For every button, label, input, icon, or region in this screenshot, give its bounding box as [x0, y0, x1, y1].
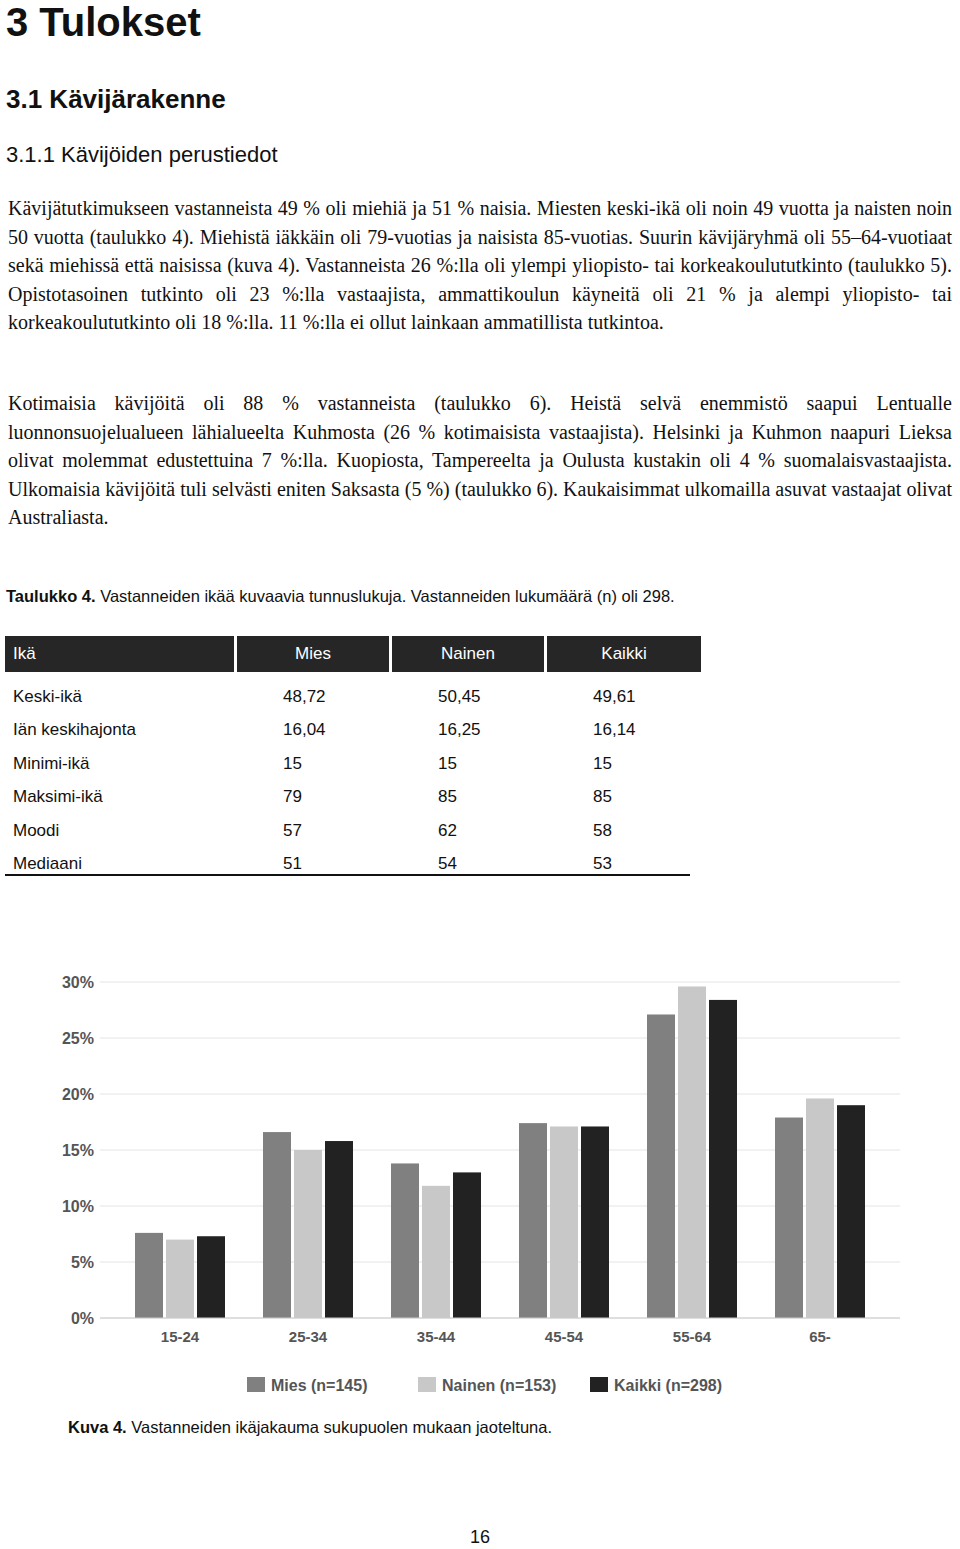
- bar: [775, 1118, 803, 1318]
- table-caption: Taulukko 4. Vastanneiden ikää kuvaavia t…: [6, 586, 706, 607]
- tick-label: 30%: [62, 974, 94, 991]
- bar: [581, 1126, 609, 1318]
- table-cell: 85: [547, 781, 701, 815]
- table-cell: Moodi: [5, 814, 234, 848]
- figure-caption: Kuva 4. Vastanneiden ikäjakauma sukupuol…: [68, 1418, 552, 1437]
- table-cell: 16,25: [392, 714, 544, 748]
- heading: 3.1.1 Kävijöiden perustiedot: [6, 142, 278, 168]
- chart: 0% 5% 10% 15% 20% 25% 30% 15-24 25-34 35-44 45-54 5…: [0, 960, 960, 1410]
- table-cell: 15: [392, 747, 544, 781]
- bar: [519, 1123, 547, 1318]
- tick-label: 15%: [62, 1142, 94, 1159]
- grid-line: [100, 1094, 900, 1095]
- category-label: 25-34: [289, 1328, 328, 1345]
- legend-swatch: [418, 1377, 436, 1392]
- legend-swatch: [590, 1377, 608, 1392]
- table-head: IkäMiesNainenKaikki: [5, 636, 701, 672]
- bar: [135, 1233, 163, 1318]
- grid-line: [100, 1038, 900, 1039]
- header-cell: Mies: [237, 636, 389, 672]
- legend-swatch: [247, 1377, 265, 1392]
- bar: [166, 1240, 194, 1318]
- table: IkäMiesNainenKaikkiKeski-ikä48,7250,4549…: [2, 636, 704, 881]
- table-cell: Iän keskihajonta: [5, 714, 234, 748]
- bar: [647, 1014, 675, 1318]
- grid-line: [100, 982, 900, 983]
- table-row: Iän keskihajonta16,0416,2516,14: [5, 714, 701, 748]
- x-axis: [100, 1318, 900, 1319]
- bar: [294, 1150, 322, 1318]
- header-row: IkäMiesNainenKaikki: [5, 636, 701, 672]
- bar: [325, 1141, 353, 1318]
- bar: [709, 1000, 737, 1318]
- category-label: 55-64: [673, 1328, 712, 1345]
- bar: [422, 1186, 450, 1318]
- bar: [550, 1126, 578, 1318]
- legend-label: Mies (n=145): [271, 1377, 367, 1394]
- table-cell: Minimi-ikä: [5, 747, 234, 781]
- bar: [263, 1132, 291, 1318]
- table-row: Moodi576258: [5, 814, 701, 848]
- bar: [391, 1163, 419, 1318]
- header-cell: Kaikki: [547, 636, 701, 672]
- header-cell: Ikä: [5, 636, 234, 672]
- table-cell: 58: [547, 814, 701, 848]
- caption-text: Vastanneiden ikäjakauma sukupuolen mukaa…: [131, 1418, 552, 1436]
- table-cell: 50,45: [392, 672, 544, 714]
- bar: [453, 1172, 481, 1318]
- table-row: Maksimi-ikä798585: [5, 781, 701, 815]
- category-label: 65-: [809, 1328, 831, 1345]
- table-row: Keski-ikä48,7250,4549,61: [5, 672, 701, 714]
- bar: [678, 986, 706, 1318]
- heading: 3.1 Kävijärakenne: [6, 84, 226, 115]
- table-cell: 15: [547, 747, 701, 781]
- tick-label: 5%: [71, 1254, 94, 1271]
- header-cell: Nainen: [392, 636, 544, 672]
- table-cell: 16,04: [237, 714, 389, 748]
- legend-label: Kaikki (n=298): [614, 1377, 722, 1394]
- table-cell: 49,61: [547, 672, 701, 714]
- table-cell: 62: [392, 814, 544, 848]
- bar: [837, 1105, 865, 1318]
- table-cell: Keski-ikä: [5, 672, 234, 714]
- legend-label: Nainen (n=153): [442, 1377, 556, 1394]
- category-label: 15-24: [161, 1328, 200, 1345]
- heading: 3 Tulokset: [6, 0, 201, 45]
- paragraph: Kävijätutkimukseen vastanneista 49 % oli…: [8, 194, 952, 337]
- grid-line: [100, 1318, 900, 1319]
- table-cell: 57: [237, 814, 389, 848]
- paragraph: Kotimaisia kävijöitä oli 88 % vastanneis…: [8, 389, 952, 532]
- tick-label: 10%: [62, 1198, 94, 1215]
- bar: [197, 1236, 225, 1318]
- category-label: 45-54: [545, 1328, 584, 1345]
- table-cell: 48,72: [237, 672, 389, 714]
- table-wrap: IkäMiesNainenKaikkiKeski-ikä48,7250,4549…: [2, 636, 704, 881]
- caption-label: Taulukko 4.: [6, 587, 96, 605]
- table-cell: Maksimi-ikä: [5, 781, 234, 815]
- bar: [806, 1098, 834, 1318]
- table-cell: 85: [392, 781, 544, 815]
- bars: [135, 986, 865, 1318]
- table-cell: 79: [237, 781, 389, 815]
- caption-label: Kuva 4.: [68, 1418, 127, 1436]
- category-label: 35-44: [417, 1328, 456, 1345]
- table-row: Minimi-ikä151515: [5, 747, 701, 781]
- tick-label: 25%: [62, 1030, 94, 1047]
- caption-text: Vastanneiden ikää kuvaavia tunnuslukuja.…: [100, 587, 675, 605]
- table-cell: 16,14: [547, 714, 701, 748]
- table-cell: 15: [237, 747, 389, 781]
- table-body: Keski-ikä48,7250,4549,61Iän keskihajonta…: [5, 672, 701, 881]
- table-rule: [5, 874, 690, 876]
- tick-label: 0%: [71, 1310, 94, 1327]
- page-number: 16: [0, 1527, 960, 1548]
- tick-label: 20%: [62, 1086, 94, 1103]
